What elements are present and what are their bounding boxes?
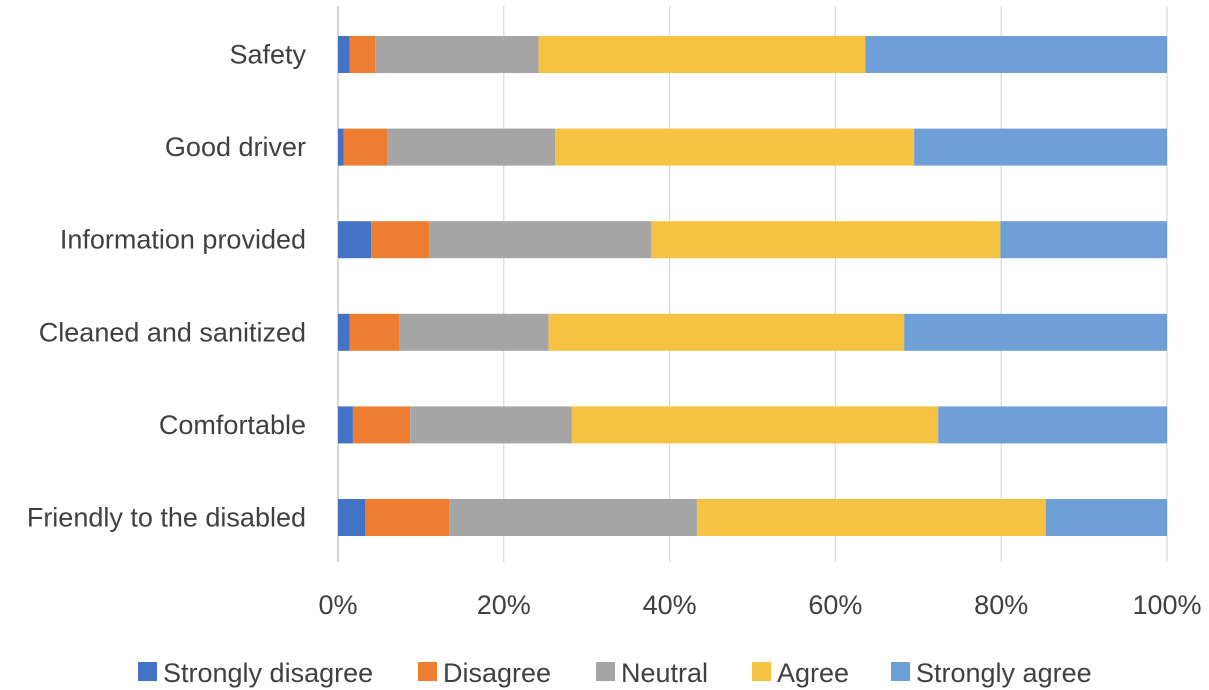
bar-safety-agree	[538, 36, 866, 73]
category-labels: Safety Good driver Information provided Cle…	[27, 40, 307, 533]
bar-good-driver-neutral	[387, 128, 556, 166]
legend-swatch-strongly-disagree	[138, 662, 157, 681]
bar-good-driver-strongly-disagree	[338, 128, 344, 166]
bars	[338, 36, 1167, 536]
bar-information-provided-disagree	[371, 221, 430, 259]
bar-friendly-to-the-disabled-neutral	[449, 499, 697, 536]
legend-label-neutral: Neutral	[621, 658, 708, 688]
legend-label-disagree: Disagree	[443, 658, 551, 688]
bar-cleaned-and-sanitized-neutral	[399, 313, 549, 351]
x-tick-label: 100%	[1132, 590, 1201, 620]
bar-cleaned-and-sanitized-strongly-agree	[904, 313, 1167, 351]
bar-good-driver-agree	[555, 128, 915, 166]
category-label-information-provided: Information provided	[60, 225, 306, 255]
bar-cleaned-and-sanitized-disagree	[349, 313, 400, 351]
legend-swatch-strongly-agree	[891, 662, 910, 681]
legend-swatch-neutral	[596, 662, 615, 681]
category-label-good-driver: Good driver	[165, 132, 306, 162]
bar-information-provided-strongly-agree	[1000, 221, 1167, 259]
bar-information-provided-neutral	[429, 221, 652, 259]
legend-label-strongly-agree: Strongly agree	[916, 658, 1092, 688]
legend-swatch-disagree	[418, 662, 437, 681]
bar-comfortable-neutral	[410, 406, 572, 444]
legend: Strongly disagree Disagree Neutral Agree Str…	[138, 658, 1092, 688]
x-tick-label: 40%	[643, 590, 697, 620]
x-tick-label: 0%	[318, 590, 357, 620]
bar-information-provided-strongly-disagree	[338, 221, 372, 259]
bar-friendly-to-the-disabled-strongly-disagree	[338, 499, 366, 536]
gridlines	[337, 6, 1168, 562]
category-label-friendly-to-the-disabled: Friendly to the disabled	[27, 503, 306, 533]
bar-cleaned-and-sanitized-agree	[548, 313, 905, 351]
bar-comfortable-strongly-agree	[938, 406, 1167, 444]
bar-information-provided-agree	[651, 221, 1001, 259]
category-label-cleaned-and-sanitized: Cleaned and sanitized	[39, 317, 306, 347]
bar-safety-neutral	[375, 36, 539, 73]
x-tick-labels: 0% 20% 40% 60% 80% 100%	[318, 590, 1201, 620]
bar-comfortable-disagree	[352, 406, 411, 444]
legend-label-agree: Agree	[777, 658, 849, 688]
bar-friendly-to-the-disabled-agree	[696, 499, 1046, 536]
bar-friendly-to-the-disabled-disagree	[365, 499, 450, 536]
bar-good-driver-strongly-agree	[914, 128, 1167, 166]
x-tick-label: 80%	[974, 590, 1028, 620]
bar-comfortable-strongly-disagree	[338, 406, 353, 444]
category-label-safety: Safety	[229, 40, 306, 70]
bar-cleaned-and-sanitized-strongly-disagree	[338, 313, 350, 351]
bar-safety-strongly-disagree	[338, 36, 350, 73]
legend-label-strongly-disagree: Strongly disagree	[163, 658, 373, 688]
bar-comfortable-agree	[571, 406, 939, 444]
x-tick-label: 60%	[808, 590, 862, 620]
legend-swatch-agree	[752, 662, 771, 681]
bar-safety-disagree	[349, 36, 376, 73]
x-tick-label: 20%	[477, 590, 531, 620]
category-label-comfortable: Comfortable	[159, 410, 306, 440]
bar-safety-strongly-agree	[865, 36, 1167, 73]
bar-good-driver-disagree	[343, 128, 388, 166]
bar-friendly-to-the-disabled-strongly-agree	[1045, 499, 1167, 536]
